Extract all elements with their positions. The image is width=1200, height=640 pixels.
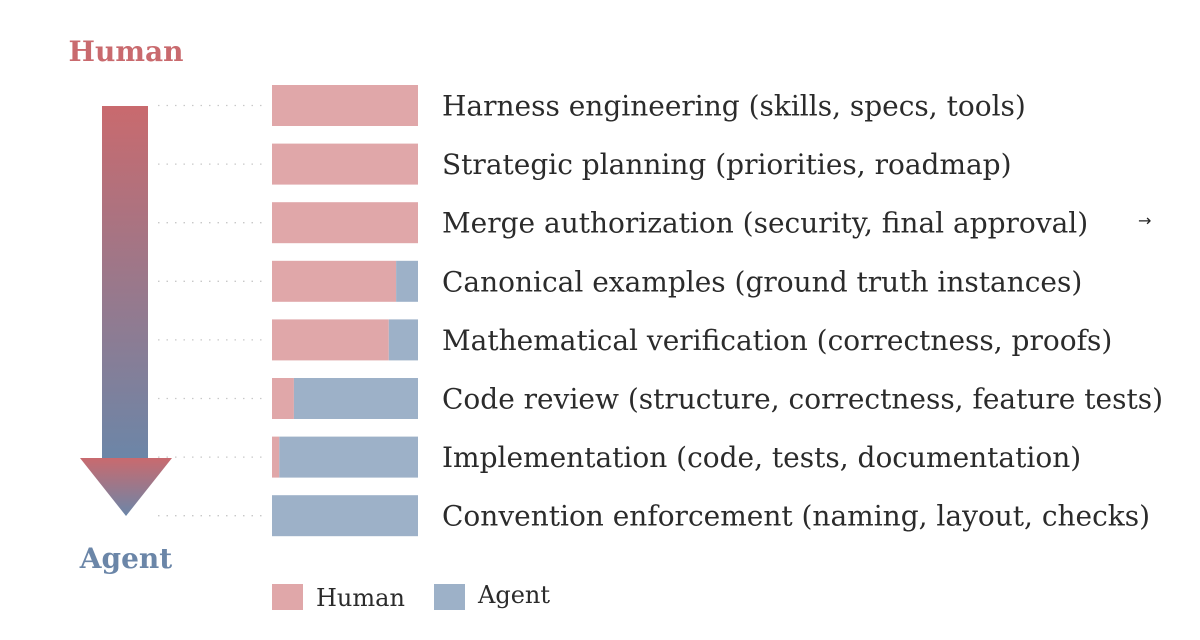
legend-label-agent: Agent <box>477 581 550 609</box>
annotation-arrow: → <box>1138 211 1151 230</box>
category-label: Mathematical verification (correctness, … <box>442 324 1112 357</box>
category-label: Harness engineering (skills, specs, tool… <box>442 90 1026 123</box>
category-label: Implementation (code, tests, documentati… <box>442 441 1081 474</box>
bar-segment-human <box>272 143 418 185</box>
chart-row: Convention enforcement (naming, layout, … <box>158 495 1150 537</box>
category-label: Merge authorization (security, final app… <box>442 207 1088 240</box>
legend: Human Agent <box>272 581 550 612</box>
legend-swatch-agent <box>434 584 465 610</box>
bar-segment-agent <box>272 495 418 537</box>
bar-segment-agent <box>293 378 418 419</box>
bar-segment-human <box>272 85 418 126</box>
legend-label-human: Human <box>316 584 405 612</box>
chart-row: Canonical examples (ground truth instanc… <box>158 260 1082 302</box>
category-label: Canonical examples (ground truth instanc… <box>442 265 1082 298</box>
arrow-head <box>80 458 172 516</box>
human-to-agent-arrow <box>80 106 172 516</box>
bar-segment-human <box>272 319 389 361</box>
bar-segment-agent <box>388 319 418 361</box>
chart-rows: Harness engineering (skills, specs, tool… <box>158 85 1163 537</box>
category-label: Code review (structure, correctness, fea… <box>442 383 1163 416</box>
bar-segment-agent <box>396 260 418 302</box>
chart-row: Strategic planning (priorities, roadmap) <box>158 143 1012 185</box>
chart-row: Code review (structure, correctness, fea… <box>158 378 1163 419</box>
chart-row: Merge authorization (security, final app… <box>158 202 1088 244</box>
bar-segment-agent <box>279 436 418 478</box>
chart-row: Harness engineering (skills, specs, tool… <box>158 85 1026 126</box>
bar-segment-human <box>272 260 397 302</box>
chart-row: Implementation (code, tests, documentati… <box>158 436 1081 478</box>
bar-segment-human <box>272 436 280 478</box>
category-label: Convention enforcement (naming, layout, … <box>442 500 1150 533</box>
arrow-shaft <box>102 106 148 462</box>
bar-segment-human <box>272 378 294 419</box>
legend-swatch-human <box>272 584 303 610</box>
chart-row: Mathematical verification (correctness, … <box>158 319 1112 361</box>
axis-bottom-label: Agent <box>79 542 172 575</box>
axis-top-label: Human <box>69 35 184 68</box>
bar-segment-human <box>272 202 418 244</box>
category-label: Strategic planning (priorities, roadmap) <box>442 148 1012 181</box>
